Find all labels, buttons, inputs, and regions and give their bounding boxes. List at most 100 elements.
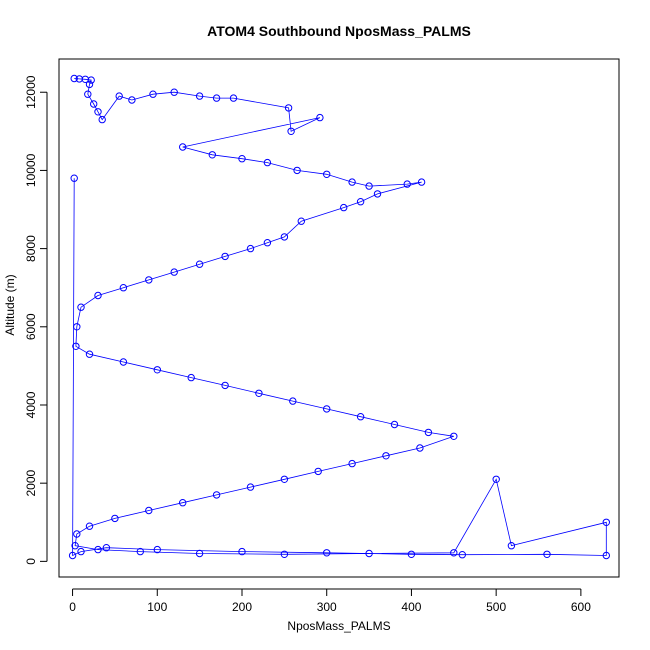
data-point xyxy=(94,108,102,116)
data-point xyxy=(94,291,102,300)
y-axis-label: Altitude (m) xyxy=(3,274,17,335)
data-point xyxy=(87,76,95,84)
data-point xyxy=(195,92,204,100)
data-point xyxy=(187,373,195,382)
data-point xyxy=(238,547,246,556)
data-point xyxy=(280,475,289,483)
data-point xyxy=(115,92,123,100)
x-tick-label: 500 xyxy=(486,600,506,614)
data-point xyxy=(543,550,551,558)
data-point xyxy=(221,381,229,390)
data-point xyxy=(348,178,356,186)
x-tick-label: 400 xyxy=(401,600,421,614)
data-point xyxy=(263,158,272,167)
data-point xyxy=(450,549,458,557)
data-point xyxy=(85,350,94,358)
y-tick-label: 12000 xyxy=(24,75,38,109)
data-point xyxy=(90,100,98,108)
data-point xyxy=(77,547,85,556)
data-point xyxy=(145,506,153,515)
data-point xyxy=(246,483,255,491)
data-point xyxy=(111,514,119,523)
data-point xyxy=(102,544,111,552)
data-point xyxy=(416,444,424,452)
data-point xyxy=(365,549,373,558)
x-axis: 0 100 200 300 400 500 600 xyxy=(69,588,591,614)
data-point xyxy=(84,90,92,98)
data-point xyxy=(284,104,293,112)
data-point xyxy=(195,260,204,268)
data-point xyxy=(323,549,331,557)
y-axis: 0 2000 4000 6000 8000 10000 12000 xyxy=(24,75,48,565)
data-point xyxy=(492,475,500,483)
data-point xyxy=(94,545,102,554)
data-point xyxy=(73,530,81,538)
chart-title: ATOM4 Southbound NposMass_PALMS xyxy=(207,23,471,39)
y-tick-label: 6000 xyxy=(24,313,38,340)
x-tick-label: 300 xyxy=(317,600,337,614)
data-point xyxy=(85,80,94,89)
data-point xyxy=(458,551,466,559)
data-point xyxy=(119,284,128,292)
x-tick-label: 200 xyxy=(232,600,252,614)
data-point xyxy=(73,323,81,331)
data-point xyxy=(297,217,305,225)
data-point xyxy=(348,459,356,468)
data-point xyxy=(208,151,217,159)
data-point xyxy=(77,303,85,311)
y-tick-label: 10000 xyxy=(24,153,38,187)
data-point xyxy=(323,170,331,179)
data-point xyxy=(170,88,178,96)
data-point xyxy=(98,115,106,124)
data-point xyxy=(255,389,263,397)
data-point xyxy=(179,499,187,507)
data-point xyxy=(293,166,301,175)
data-point xyxy=(314,467,322,476)
data-point xyxy=(70,74,78,83)
y-tick-label: 2000 xyxy=(24,470,38,497)
data-point xyxy=(316,113,324,122)
data-point xyxy=(373,190,382,198)
data-point xyxy=(507,542,516,550)
y-tick-label: 4000 xyxy=(24,391,38,418)
data-point xyxy=(221,252,229,261)
data-point xyxy=(153,545,162,554)
data-point xyxy=(390,420,399,429)
data-point xyxy=(128,96,136,104)
data-point xyxy=(289,397,297,405)
data-point xyxy=(287,127,295,136)
x-tick-label: 100 xyxy=(147,600,167,614)
x-tick-label: 600 xyxy=(571,600,591,614)
data-point xyxy=(170,268,178,276)
data-point xyxy=(424,428,433,437)
series-line xyxy=(72,78,607,557)
plot-frame xyxy=(58,58,620,578)
y-tick-label: 0 xyxy=(24,558,38,565)
data-point xyxy=(195,549,204,558)
data-point xyxy=(212,491,221,499)
data-point xyxy=(238,155,246,163)
data-point xyxy=(602,551,610,560)
x-axis-label: NposMass_PALMS xyxy=(287,619,390,633)
data-point xyxy=(71,542,79,550)
data-point xyxy=(382,452,390,460)
data-point xyxy=(263,239,272,247)
data-point xyxy=(365,182,373,190)
data-point xyxy=(145,276,153,284)
data-point xyxy=(72,342,80,350)
data-point xyxy=(280,550,289,558)
data-point xyxy=(68,551,77,560)
data-point xyxy=(70,174,78,182)
plot-area xyxy=(68,74,610,560)
data-point xyxy=(246,244,255,253)
data-point xyxy=(417,178,426,186)
data-point xyxy=(340,203,348,212)
data-point xyxy=(280,233,289,241)
data-point xyxy=(602,518,610,526)
x-tick-label: 0 xyxy=(69,600,76,614)
data-point xyxy=(212,94,221,102)
data-point xyxy=(323,405,331,413)
data-point xyxy=(356,413,365,421)
data-point xyxy=(356,198,365,206)
